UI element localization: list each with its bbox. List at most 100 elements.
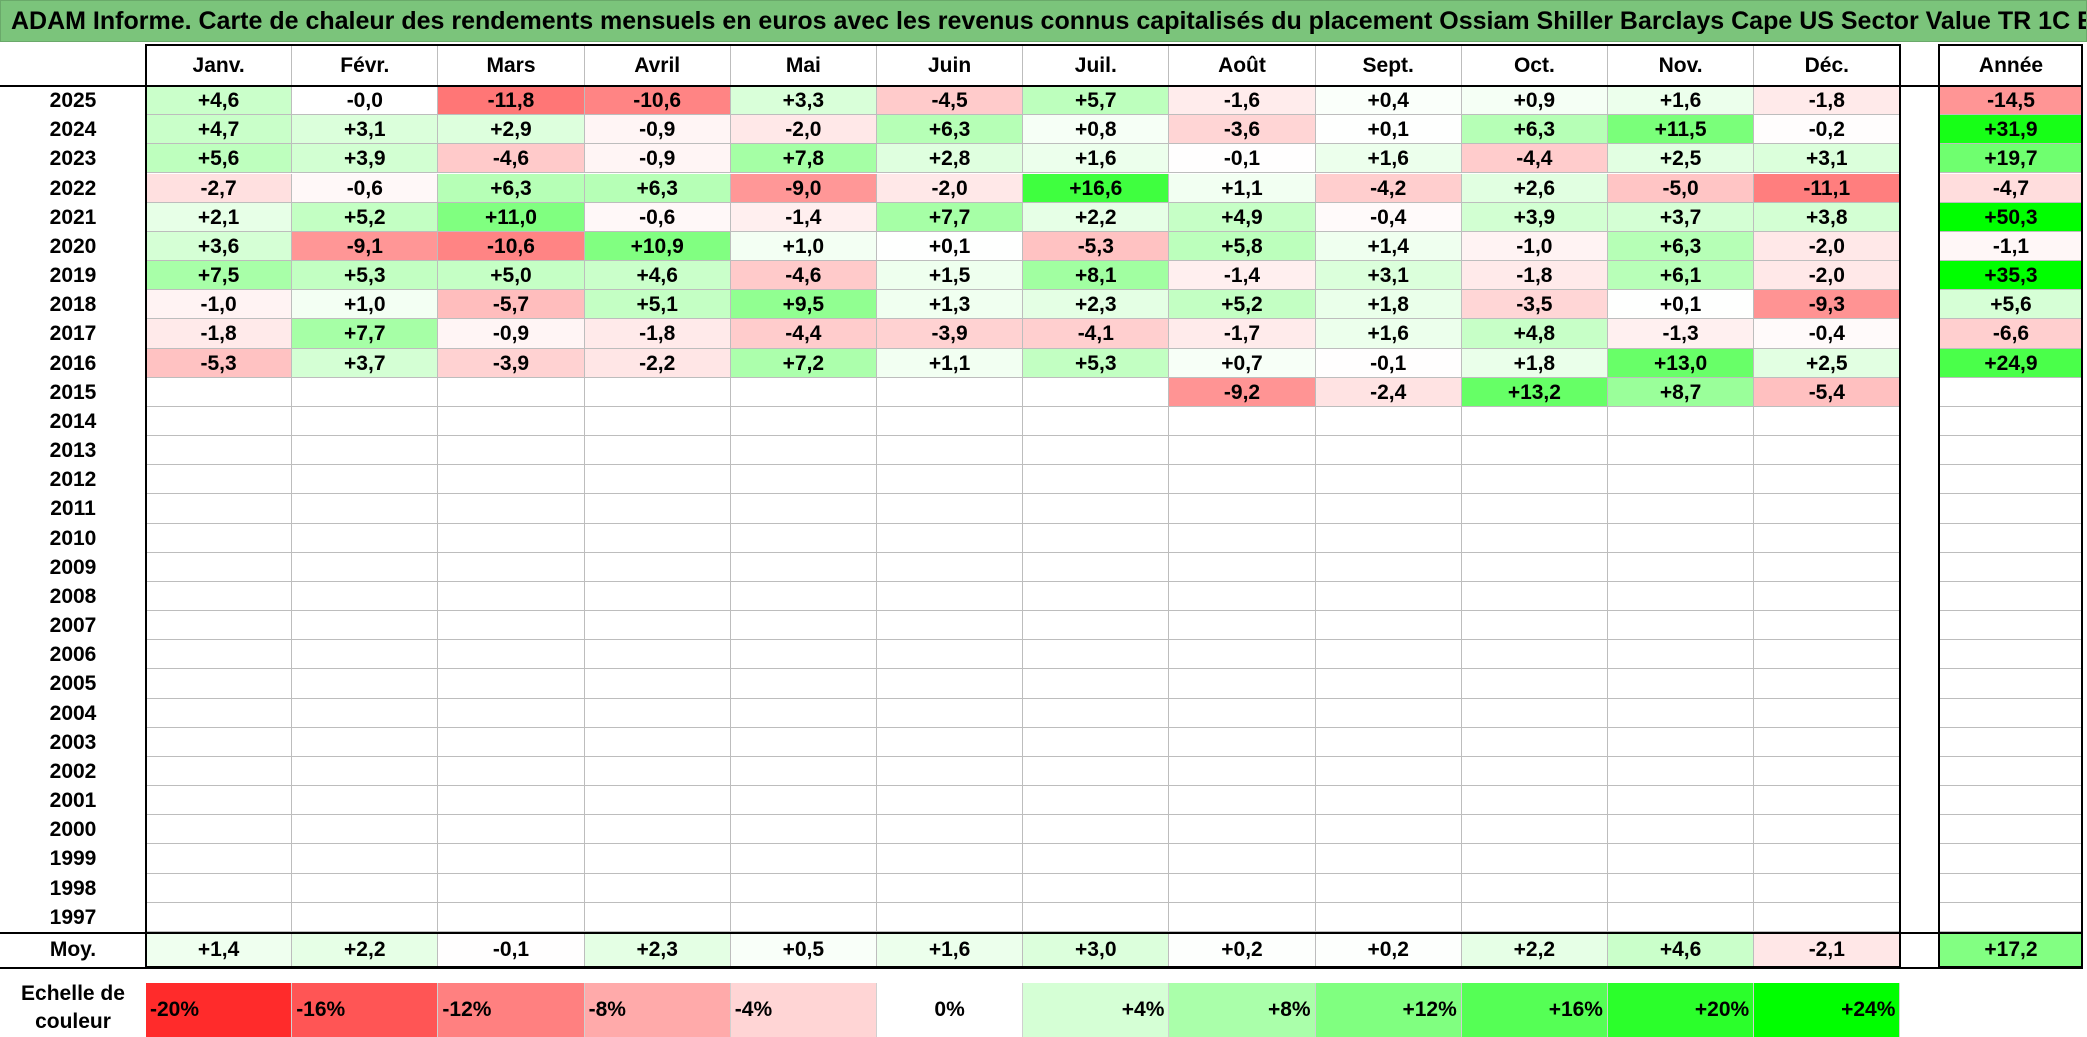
heatmap-cell [1754,698,1901,728]
heatmap-cell: +6,3 [1608,231,1755,261]
year-label: 2025 [49,89,97,112]
annual-cell [1939,552,2083,582]
heatmap-cell [292,873,439,903]
heatmap-cell [292,844,439,874]
year-label: 2010 [49,526,97,550]
annual-cell [1939,727,2083,757]
year-label: 1999 [49,847,97,871]
heatmap-cell: +6,3 [438,173,585,203]
scale-swatch: +8% [1169,983,1316,1037]
heatmap-cell [438,552,585,582]
heatmap-cell [1023,902,1170,932]
year-label: 2015 [49,380,97,404]
annual-cell [1939,640,2083,670]
heatmap-cell: +3,6 [146,231,293,261]
heatmap-cell: +0,1 [877,231,1024,261]
heatmap-cell: +0,9 [1461,86,1608,116]
heatmap-cell [1169,465,1316,495]
heatmap-cell: -0,6 [584,202,731,232]
heatmap-cell [730,727,877,757]
heatmap-cell [1608,436,1755,466]
heatmap-cell: +10,9 [584,231,731,261]
month-header: Janv. [146,44,293,86]
heatmap-cell: +5,6 [146,144,293,174]
heatmap-cell: -5,0 [1608,173,1755,203]
heatmap-cell: -11,1 [1754,173,1901,203]
heatmap-cell: +4,6 [584,261,731,291]
heatmap-cell [146,406,293,437]
heatmap-cell [292,552,439,582]
heatmap-cell: +2,5 [1754,348,1901,378]
average-cell: +2,3 [584,933,731,967]
heatmap-cell [877,611,1024,641]
heatmap-cell [1461,494,1608,524]
heatmap-cell: -1,6 [1169,86,1316,116]
heatmap-cell: -3,9 [438,348,585,378]
heatmap-cell: +3,7 [292,348,439,378]
heatmap-cell: -2,0 [1754,261,1901,291]
heatmap-cell [877,786,1024,816]
heatmap-cell: -0,4 [1754,319,1901,349]
heatmap-cell: +1,6 [1608,86,1755,116]
heatmap-cell [877,698,1024,728]
month-header: Mars [438,44,585,86]
heatmap-cell [1315,873,1462,903]
heatmap-cell [1461,902,1608,932]
heatmap-cell [1754,465,1901,495]
heatmap-cell [877,523,1024,553]
heatmap-cell: +2,1 [146,202,293,232]
heatmap-cell [1608,640,1755,670]
heatmap-cell: +2,9 [438,115,585,145]
heatmap-cell: -9,0 [730,173,877,203]
heatmap-cell [146,669,293,699]
heatmap-cell [438,523,585,553]
heatmap-cell [1315,523,1462,553]
heatmap-cell [877,902,1024,932]
heatmap-cell: +0,8 [1023,115,1170,145]
heatmap-cell [292,406,439,437]
heatmap-cell [1169,727,1316,757]
heatmap-cell: +6,3 [1461,115,1608,145]
heatmap-cell [292,902,439,932]
heatmap-cell: -0,1 [1169,144,1316,174]
heatmap-cell [730,465,877,495]
heatmap-cell [584,640,731,670]
heatmap-cell [146,494,293,524]
year-label: 2006 [49,643,97,667]
year-label: 2003 [49,730,97,754]
heatmap-cell [292,786,439,816]
heatmap-cell [877,727,1024,757]
heatmap-cell [1754,727,1901,757]
annual-cell [1939,611,2083,641]
heatmap-cell [584,406,731,437]
heatmap-cell: +4,8 [1461,319,1608,349]
heatmap-cell [730,815,877,845]
heatmap-cell [1169,406,1316,437]
heatmap-cell: -2,4 [1315,377,1462,407]
heatmap-cell [584,465,731,495]
heatmap-cell [1023,873,1170,903]
heatmap-cell: +3,1 [1754,144,1901,174]
year-label: 2000 [49,818,97,842]
heatmap-cell [877,581,1024,612]
heatmap-cell [1169,669,1316,699]
heatmap-cell [1754,406,1901,437]
heatmap-cell: +1,6 [1315,319,1462,349]
heatmap-cell [1608,727,1755,757]
heatmap-cell [1023,523,1170,553]
heatmap-cell: +6,3 [877,115,1024,145]
heatmap-cell [730,406,877,437]
scale-swatch: +24% [1754,983,1901,1037]
heatmap-cell: +3,9 [1461,202,1608,232]
heatmap-cell: +5,3 [292,261,439,291]
heatmap-cell: -1,8 [1754,86,1901,116]
heatmap-cell: -0,9 [584,115,731,145]
month-header: Mai [731,44,877,86]
heatmap-cell [1754,815,1901,845]
heatmap-cell [1023,815,1170,845]
heatmap-cell [146,902,293,932]
heatmap-cell [730,494,877,524]
average-cell: +1,4 [146,933,293,967]
heatmap-cell: +5,0 [438,261,585,291]
